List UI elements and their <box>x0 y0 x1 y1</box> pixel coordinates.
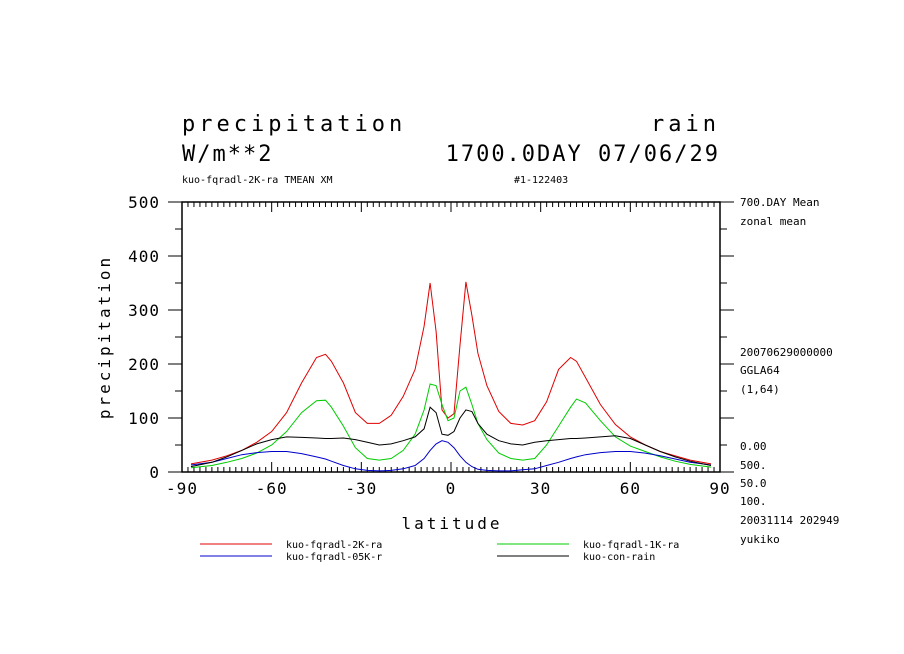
y-tick-label: 200 <box>128 355 160 374</box>
x-tick-label: 90 <box>709 479 730 498</box>
grid-label: GGLA64 <box>740 364 780 377</box>
y-tick-label: 300 <box>128 301 160 320</box>
mean-label: 700.DAY Mean <box>740 196 819 209</box>
x-tick-label: -90 <box>166 479 198 498</box>
x-tick-label: -30 <box>345 479 377 498</box>
x-tick-label: 0 <box>446 479 457 498</box>
y-tick-label: 400 <box>128 247 160 266</box>
x-axis-label: latitude <box>401 514 502 533</box>
x-tick-label: 60 <box>620 479 641 498</box>
value-2-label: 500. <box>740 459 767 472</box>
legend-layer: kuo-fqradl-2K-ra kuo-fqradl-1K-ra kuo-fqra… <box>200 540 679 563</box>
series-layer <box>190 281 712 472</box>
y-axis-label: precipitation <box>95 255 114 419</box>
y-tick-label: 500 <box>128 193 160 212</box>
series-line-kuo-fqradl-2K-ra <box>190 281 712 465</box>
series-line-kuo-con-rain <box>190 406 712 468</box>
legend-label: kuo-con-rain <box>583 552 655 563</box>
range-label: (1,64) <box>740 383 780 396</box>
legend-label: kuo-fqradl-05K-r <box>286 552 382 563</box>
timestamp-label: 20070629000000 <box>740 346 833 359</box>
x-tick-label: 30 <box>530 479 551 498</box>
legend-label: kuo-fqradl-2K-ra <box>286 540 382 551</box>
series-line-kuo-fqradl-1K-ra <box>190 383 712 469</box>
value-4-label: 100. <box>740 495 767 508</box>
y-tick-label: 100 <box>128 409 160 428</box>
units-label: W/m**2 <box>182 142 273 167</box>
value-1-label: 0.00 <box>740 440 767 453</box>
created-label: 20031114 202949 <box>740 514 839 527</box>
zonal-label: zonal mean <box>740 215 806 228</box>
date-line: 1700.0DAY 07/06/29 <box>446 142 720 167</box>
experiment-label: kuo-fqradl-2K-ra TMEAN XM <box>182 175 333 186</box>
x-tick-label: -60 <box>256 479 288 498</box>
y-tick-label: 0 <box>149 463 160 482</box>
user-label: yukiko <box>740 533 780 546</box>
run-id-label: #1-122403 <box>514 175 568 186</box>
legend-label: kuo-fqradl-1K-ra <box>583 540 679 551</box>
plot-frame <box>181 201 721 473</box>
title-left: precipitation <box>182 112 406 137</box>
axes-layer: -90 -60 -30 0 30 60 90 0 100 200 300 400 500 <box>128 193 734 498</box>
series-line-kuo-fqradl-05K-r <box>190 440 712 472</box>
title-right: rain <box>651 112 720 137</box>
value-3-label: 50.0 <box>740 477 767 490</box>
